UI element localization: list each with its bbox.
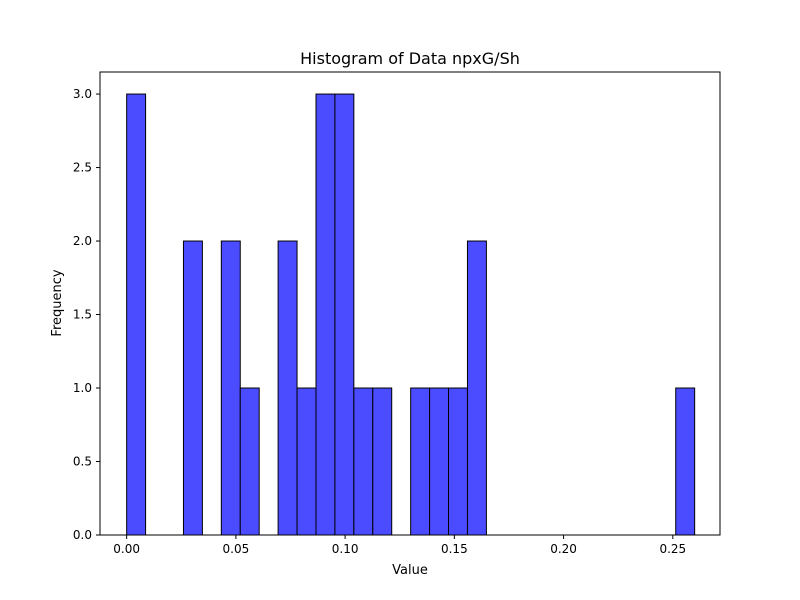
x-axis-label: Value — [392, 563, 428, 578]
histogram-bar — [239, 387, 260, 536]
histogram-bar — [315, 93, 336, 536]
y-tick-label: 0.0 — [73, 528, 92, 542]
histogram-bar — [334, 93, 355, 536]
x-tick-label: 0.25 — [659, 542, 686, 556]
bars-group — [126, 93, 696, 536]
y-tick-label: 2.0 — [73, 234, 92, 248]
x-tick-label: 0.15 — [441, 542, 468, 556]
chart-title: Histogram of Data npxG/Sh — [300, 49, 520, 68]
histogram-bar — [296, 387, 317, 536]
histogram-bar — [429, 387, 450, 536]
y-tick-label: 3.0 — [73, 87, 92, 101]
y-axis-label: Frequency — [50, 269, 65, 336]
histogram-bar — [220, 240, 241, 536]
histogram-bar — [410, 387, 431, 536]
histogram-bar — [675, 387, 696, 536]
histogram-bar — [182, 240, 203, 536]
x-axis-ticks: 0.00 0.05 0.10 0.15 0.20 0.25 — [113, 535, 686, 556]
histogram-bar — [466, 240, 487, 536]
histogram-bar — [277, 240, 298, 536]
histogram-bar — [126, 93, 147, 536]
x-tick-label: 0.05 — [223, 542, 250, 556]
y-tick-label: 1.0 — [73, 381, 92, 395]
axes-frame — [99, 71, 721, 536]
x-tick-label: 0.20 — [550, 542, 577, 556]
y-tick-label: 1.5 — [73, 308, 92, 322]
histogram-bar — [372, 387, 393, 536]
y-tick-label: 2.5 — [73, 161, 92, 175]
y-axis-ticks: 0.0 0.5 1.0 1.5 2.0 2.5 3.0 — [73, 87, 100, 542]
histogram-bar — [353, 387, 374, 536]
x-tick-label: 0.00 — [113, 542, 140, 556]
x-tick-label: 0.10 — [332, 542, 359, 556]
histogram-bar — [448, 387, 468, 536]
y-tick-label: 0.5 — [73, 455, 92, 469]
